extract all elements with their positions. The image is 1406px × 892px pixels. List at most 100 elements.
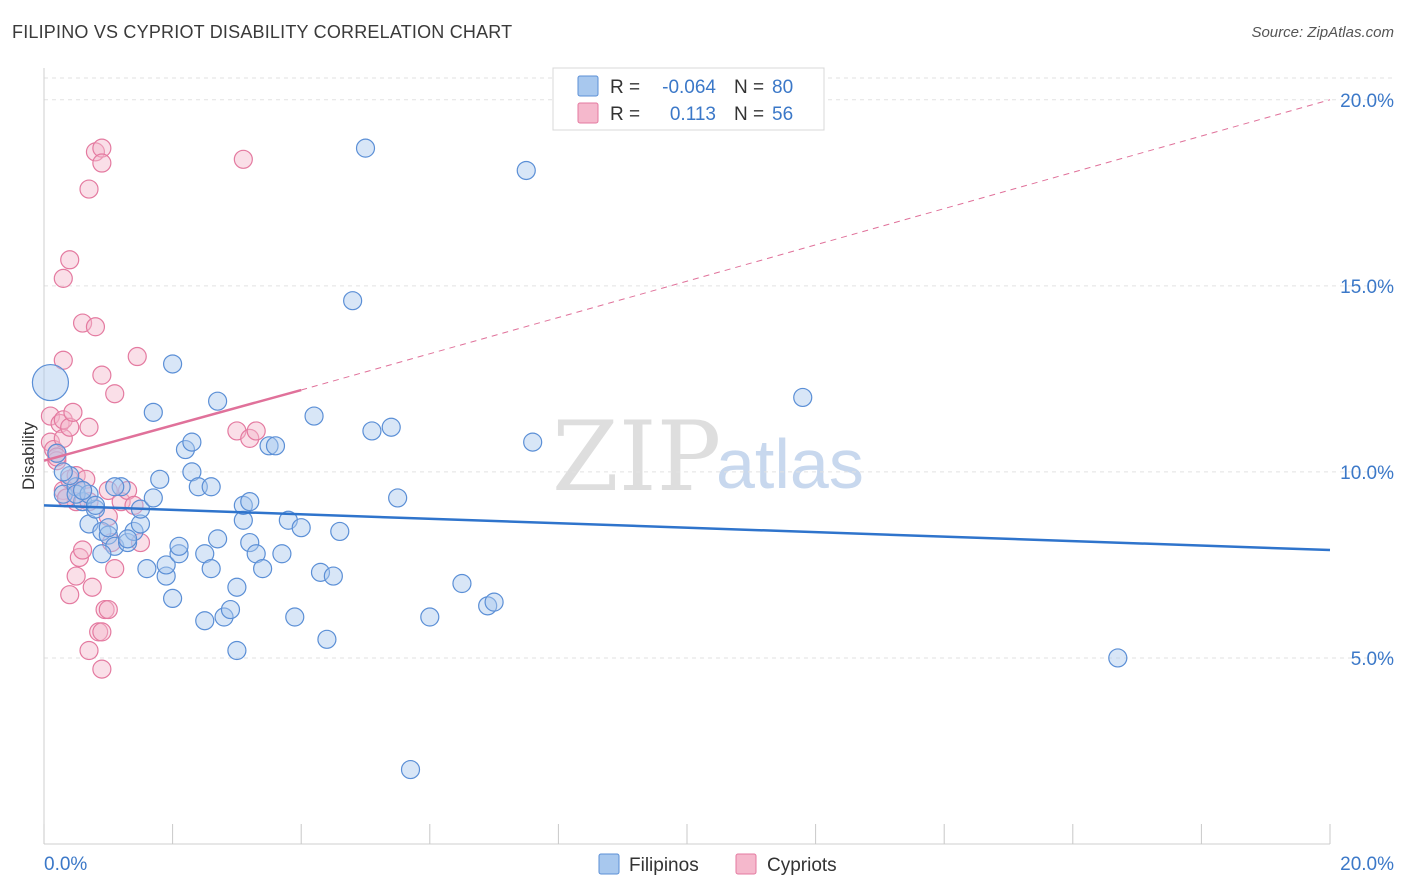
cypriots-point [246,421,266,441]
filipinos-point [484,592,504,612]
filipinos-point [105,477,125,497]
watermark-atlas: atlas [716,425,864,503]
legend-cypriots-n-value: 56 [772,104,793,125]
filipinos-point [381,417,401,437]
legend-bottom: Filipinos Cypriots [598,853,837,876]
cypriots-point [105,559,125,579]
filipinos-point [143,488,163,508]
filipinos-point [214,607,234,627]
filipinos-point [208,529,228,549]
filipinos-point [156,555,176,575]
filipinos-point [208,391,228,411]
legend-filipinos-r-label: R = [610,77,640,98]
cypriots-point [85,317,106,337]
filipinos-point [1108,648,1128,668]
legend-filipinos-r-value: -0.064 [662,77,716,98]
cypriots-point [53,410,73,430]
y-tick-label: 5.0% [1351,649,1394,670]
legend-filipinos-n-label: N = [734,77,764,98]
legend-cypriots-r-value: 0.113 [670,104,716,125]
filipinos-points [31,138,1128,780]
cypriots-point [72,540,93,560]
filipinos-point [201,477,221,497]
filipinos-point [220,599,241,620]
filipinos-point [310,562,331,582]
filipinos-point [92,544,112,564]
legend-cypriots-n-label: N = [734,104,764,125]
filipinos-point [240,532,260,553]
filipinos-point [124,521,144,542]
filipinos-point [317,629,337,649]
filipinos-point [175,439,196,460]
cypriots-point [63,402,83,422]
filipinos-point [227,577,247,597]
filipinos-point [143,402,163,422]
filipinos-point [323,566,343,586]
cypriots-trendline-extension [301,99,1331,391]
filipinos-point [98,518,118,538]
trendlines [43,99,1331,552]
filipinos-point [285,607,305,627]
filipinos-point [72,480,93,501]
filipinos-point [523,432,543,452]
filipinos-point [793,387,813,408]
legend-bottom-cypriots-label: Cypriots [767,855,837,876]
filipinos-point [98,525,118,545]
filipinos-point [169,544,189,564]
filipinos-point [420,607,440,627]
y-tick-label: 20.0% [1340,91,1394,112]
y-tick-labels: 5.0% 10.0% 15.0% 20.0% [1340,91,1394,670]
filipinos-point [117,529,138,549]
filipinos-point [111,477,131,497]
cypriots-point [92,365,112,385]
cypriots-point [79,640,99,661]
filipinos-point [304,406,324,426]
y-tick-label: 10.0% [1340,463,1394,484]
filipinos-point [253,559,273,579]
cypriots-trendline [43,388,302,462]
legend-bottom-cypriots-swatch [735,853,757,875]
source-label: Source: ZipAtlas.com [1251,24,1394,41]
filipinos-point [85,495,106,515]
filipinos-point [130,514,151,534]
filipinos-point [265,436,286,456]
cypriots-point [92,138,112,158]
cypriots-point [98,599,118,620]
cypriots-point [53,268,73,288]
legend-bottom-filipinos-label: Filipinos [629,855,699,876]
legend-filipinos-n-value: 80 [772,77,793,98]
chart-title: FILIPINO VS CYPRIOT DISABILITY CORRELATI… [12,22,513,42]
x-tick-label-min: 0.0% [44,854,87,875]
legend-bottom-filipinos-swatch [598,853,620,875]
cypriots-point [72,313,93,333]
filipinos-point [272,544,292,564]
x-ticks [43,824,1331,844]
filipinos-point [388,488,408,508]
cypriots-point [79,179,99,199]
cypriots-point [60,417,80,437]
filipinos-point [195,611,215,631]
cypriots-point [82,577,102,597]
y-axis-title: Disability [19,421,38,490]
cypriots-point [240,428,260,448]
cypriots-point [92,622,112,642]
filipinos-point [355,138,376,158]
cypriots-point [92,153,112,173]
filipinos-point [516,160,536,181]
filipinos-point [291,518,311,538]
filipinos-point [182,432,202,452]
legend-top: R = -0.064 N = 80 R = 0.113 N = 56 [552,67,825,131]
cypriots-point [66,566,86,586]
cypriots-point [79,417,99,437]
cypriots-point [60,585,80,605]
x-tick-label-max: 20.0% [1340,854,1394,875]
cypriots-point [76,469,96,489]
filipinos-point [53,462,73,482]
cypriots-point [60,250,80,270]
watermark-zip: ZIP [552,401,721,513]
filipinos-point [137,559,157,579]
filipinos-point [400,759,421,780]
filipinos-point [31,363,70,402]
filipinos-point [150,469,170,489]
filipinos-point [343,291,363,311]
